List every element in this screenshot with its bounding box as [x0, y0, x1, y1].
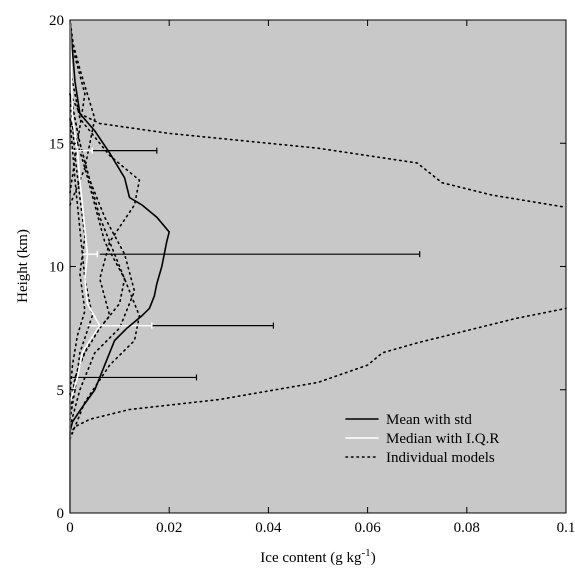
x-tick-label: 0.06: [354, 520, 381, 536]
y-tick-label: 5: [57, 383, 65, 399]
y-tick-label: 15: [49, 136, 64, 152]
mean-series: [69, 19, 171, 513]
median-line: [69, 19, 101, 513]
y-tick-label: 10: [49, 260, 64, 276]
legend: Mean with std Median with I.Q.R Individual…: [345, 412, 499, 466]
error-bars: [70, 147, 421, 381]
x-axis-label: Ice content (g kg-1): [260, 547, 375, 566]
model-line-8: [69, 93, 86, 396]
x-tick-label: 0: [66, 520, 74, 536]
axis-ticks: 0 0.02 0.04 0.06 0.08 0.1 0 5 10 15 20: [49, 13, 575, 536]
legend-label-3: Individual models: [386, 450, 495, 466]
model-line-10: [69, 19, 86, 194]
model-line-1: [69, 307, 567, 435]
x-tick-label: 0.02: [156, 520, 182, 536]
x-tick-label: 0.08: [454, 520, 480, 536]
plot-area: [70, 20, 566, 513]
model-line-4: [69, 93, 136, 428]
mean-line: [69, 19, 171, 513]
model-line-6: [69, 68, 141, 403]
x-tick-label: 0.04: [255, 520, 282, 536]
legend-label-2: Median with I.Q.R: [386, 431, 499, 447]
legend-label-1: Mean with std: [386, 412, 472, 428]
y-axis-label: Height (km): [15, 229, 31, 303]
model-line-9: [69, 31, 96, 206]
y-tick-label: 0: [57, 506, 65, 522]
x-tick-label: 0.1: [557, 520, 575, 536]
y-tick-label: 20: [49, 13, 64, 29]
median-series: [69, 19, 101, 513]
model-line-2: [69, 93, 567, 209]
